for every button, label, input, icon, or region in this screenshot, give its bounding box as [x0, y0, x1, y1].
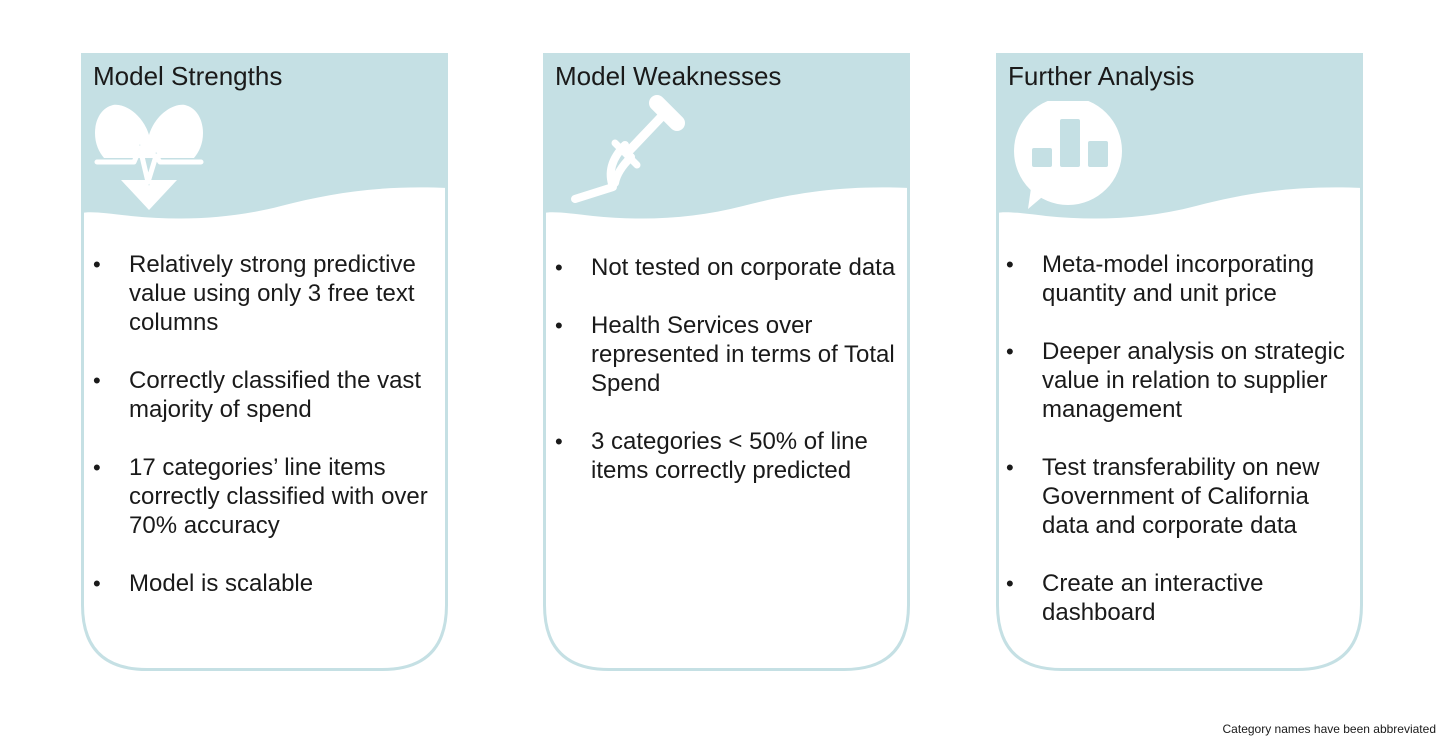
list-item: Meta-model incorporating quantity and un…	[1006, 250, 1361, 308]
list-item: 17 categories’ line items correctly clas…	[93, 453, 443, 540]
card-title: Model Weaknesses	[555, 61, 782, 91]
card-model-weaknesses: Model Weaknesses Not tested on corporate…	[543, 53, 910, 673]
list-item: Health Services over represented in term…	[555, 311, 905, 398]
card-model-strengths: Model Strengths Relatively strong predic…	[81, 53, 448, 673]
card-frame	[543, 53, 910, 671]
list-item: Create an interactive dashboard	[1006, 569, 1361, 627]
card-title: Further Analysis	[1008, 61, 1195, 91]
footnote: Category names have been abbreviated	[1222, 722, 1436, 736]
list-item: 3 categories < 50% of line items correct…	[555, 427, 905, 485]
heartbeat-icon	[94, 104, 204, 210]
list-item: Not tested on corporate data	[555, 253, 905, 282]
list-item: Deeper analysis on strategic value in re…	[1006, 337, 1361, 424]
list-item: Relatively strong predictive value using…	[93, 250, 443, 337]
list-item: Model is scalable	[93, 569, 443, 598]
crutch-icon	[571, 95, 685, 203]
list-item: Test transferability on new Government o…	[1006, 453, 1361, 540]
bullet-list: Relatively strong predictive value using…	[93, 250, 443, 627]
card-frame	[81, 53, 448, 671]
chart-speech-bubble-icon	[1014, 101, 1122, 209]
bullet-list: Meta-model incorporating quantity and un…	[1006, 250, 1361, 656]
card-further-analysis: Further Analysis Meta-model incorporatin…	[996, 53, 1363, 673]
card-title: Model Strengths	[93, 61, 283, 91]
bullet-list: Not tested on corporate data Health Serv…	[555, 253, 905, 514]
list-item: Correctly classified the vast majority o…	[93, 366, 443, 424]
